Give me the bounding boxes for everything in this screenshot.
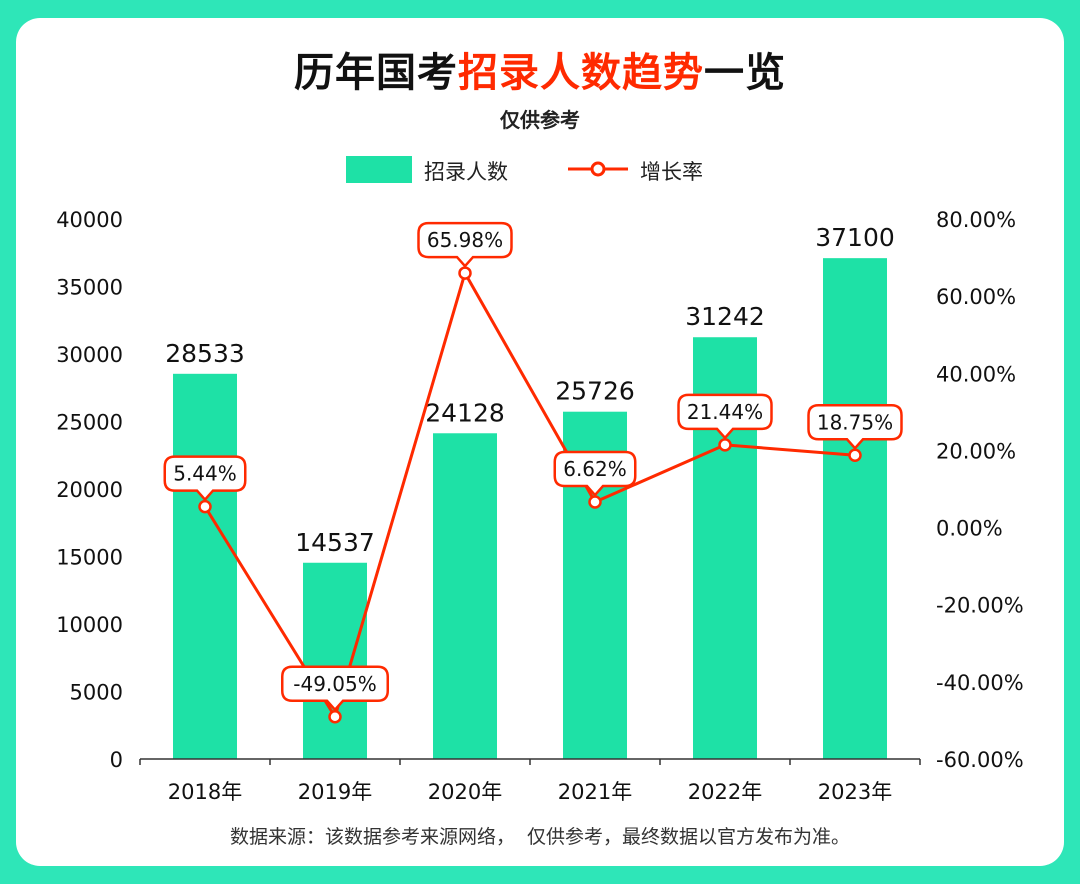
growth-rate-label: 65.98% [427, 228, 503, 252]
right-axis-tick-label: -60.00% [936, 748, 1024, 772]
x-axis-tick-label: 2019年 [298, 780, 372, 804]
left-axis-tick-label: 25000 [56, 411, 123, 435]
bar-2018年 [173, 373, 237, 759]
x-axis-tick-label: 2022年 [688, 780, 762, 804]
growth-rate-callout [281, 665, 389, 712]
growth-rate-label: 21.44% [687, 400, 763, 424]
growth-rate-label: 5.44% [173, 462, 237, 486]
growth-rate-label: -49.05% [293, 672, 376, 696]
right-axis-tick-label: 20.00% [936, 439, 1016, 463]
bar-2019年 [303, 562, 367, 759]
growth-rate-point [718, 438, 732, 452]
title-part-3: 一览 [704, 50, 786, 96]
bar-value-label: 14537 [295, 528, 375, 557]
left-axis-tick-label: 5000 [70, 681, 123, 705]
right-axis-tick-label: 60.00% [936, 285, 1016, 309]
left-axis-tick-label: 35000 [56, 276, 123, 300]
x-axis-tick-label: 2023年 [818, 780, 892, 804]
chart-subtitle: 仅供参考 [500, 108, 580, 132]
bar-value-label: 24128 [425, 398, 505, 427]
left-axis-tick-label: 0 [110, 748, 123, 772]
growth-rate-line [203, 271, 856, 719]
title-part-2: 招录人数趋势 [458, 50, 704, 96]
growth-rate-point [458, 266, 472, 280]
left-axis-tick-label: 10000 [56, 613, 123, 637]
bar-2023年 [823, 258, 887, 759]
legend-bar-label: 招录人数 [424, 160, 508, 184]
bar-value-label: 31242 [685, 302, 765, 331]
left-axis-tick-label: 15000 [56, 546, 123, 570]
growth-rate-callout [163, 455, 247, 502]
growth-rate-point [848, 448, 862, 462]
x-axis-tick-label: 2018年 [168, 780, 242, 804]
growth-rate-callout [417, 221, 513, 268]
growth-rate-callout [553, 450, 637, 497]
right-axis-tick-label: -40.00% [936, 671, 1024, 695]
x-axis-tick-label: 2020年 [428, 780, 502, 804]
growth-rate-label: 18.75% [817, 410, 893, 434]
growth-rate-point [198, 499, 212, 514]
left-axis-tick-label: 20000 [56, 478, 123, 502]
title-part-1: 历年国考 [294, 50, 458, 96]
bar-value-label: 25726 [555, 377, 635, 406]
growth-rate-label: 6.62% [563, 457, 627, 481]
growth-rate-point [328, 710, 342, 724]
growth-rate-callout [807, 404, 903, 451]
right-axis-tick-label: 80.00% [936, 208, 1016, 232]
right-axis-tick-label: 0.00% [936, 517, 1003, 541]
x-axis-tick-label: 2021年 [558, 780, 632, 804]
legend-line-label: 增长率 [640, 160, 703, 184]
bar-value-label: 37100 [815, 223, 895, 252]
data-source-note: 数据来源：该数据参考来源网络， 仅供参考，最终数据以官方发布为准。 [229, 826, 851, 848]
growth-rate-point [588, 495, 602, 509]
left-axis-tick-label: 30000 [56, 343, 123, 367]
growth-rate-callout [677, 393, 773, 440]
legend-bar-swatch [346, 156, 412, 183]
right-axis-tick-label: 40.00% [936, 362, 1016, 386]
legend-line-swatch [568, 161, 628, 177]
left-axis-tick-label: 40000 [56, 208, 123, 232]
bar-2020年 [433, 433, 497, 759]
bar-value-label: 28533 [165, 339, 245, 368]
right-axis-tick-label: -20.00% [936, 594, 1024, 618]
chart-title: 历年国考招录人数趋势一览 [0, 40, 1080, 98]
